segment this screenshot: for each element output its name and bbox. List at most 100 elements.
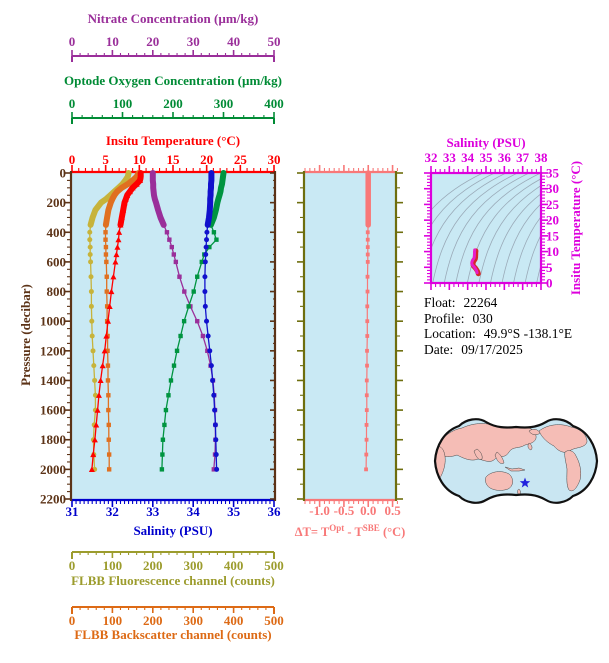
figure-shape	[570, 166, 609, 291]
figure-shape	[204, 170, 215, 228]
figure-shape	[103, 237, 108, 242]
tick-label: 800	[47, 284, 67, 299]
figure-shape	[364, 437, 369, 442]
float-value: 22264	[463, 295, 498, 310]
figure-shape	[106, 467, 112, 472]
tick-label: 34	[187, 504, 201, 519]
figure-shape	[106, 303, 113, 309]
float-info-row: Date: 09/17/2025	[424, 342, 572, 358]
tick-label: 2200	[40, 492, 66, 507]
figure-shape	[211, 230, 217, 235]
tick-label: 10	[106, 34, 119, 49]
figure-shape	[88, 303, 94, 309]
tick-label: 1400	[40, 373, 66, 388]
tick-label: 33	[146, 504, 160, 519]
figure-shape	[433, 418, 599, 504]
figure-shape	[365, 245, 370, 249]
figure-shape	[581, 166, 609, 291]
figure-shape	[169, 244, 174, 250]
tick-label: 20	[146, 34, 159, 49]
figure-shape	[115, 236, 122, 243]
figure-shape	[211, 392, 217, 398]
figure-shape	[365, 319, 370, 324]
figure-shape	[164, 230, 170, 235]
figure-shape	[89, 333, 95, 339]
tick-label: 35	[546, 166, 560, 181]
tick-label: 0.0	[360, 503, 376, 518]
figure-shape	[202, 303, 208, 309]
tick-label: 34	[461, 150, 475, 165]
figure-shape	[171, 363, 177, 368]
tick-label: 10	[133, 152, 146, 167]
figure-shape	[103, 230, 108, 235]
figure-shape	[470, 248, 479, 275]
figure-shape	[182, 289, 187, 294]
figure-shape	[160, 437, 166, 442]
figure-shape	[364, 378, 369, 383]
figure-shape	[443, 173, 530, 283]
tick-label: -1.0	[309, 503, 330, 518]
series-delta-t	[364, 170, 371, 472]
tick-label: 33	[443, 150, 457, 165]
tick-label: 400	[224, 613, 244, 628]
figure-shape	[202, 259, 208, 265]
figure-shape	[88, 289, 94, 295]
tick-label: 0	[69, 613, 76, 628]
figure-shape	[94, 407, 101, 413]
series-oxygen	[159, 170, 227, 472]
figure-shape	[199, 259, 204, 265]
figure-shape	[455, 173, 541, 283]
tick-label: 32	[425, 150, 438, 165]
figure-shape	[364, 452, 369, 457]
tick-label: 0	[69, 558, 76, 573]
tick-label: 200	[47, 195, 67, 210]
figure-shape	[365, 304, 370, 309]
location-value: 49.9°S -138.1°E	[483, 326, 573, 341]
tick-label: 35	[227, 504, 241, 519]
tick-label: 36	[268, 504, 282, 519]
figure-shape	[88, 259, 94, 265]
figure-shape	[210, 377, 216, 383]
figure-shape	[91, 363, 97, 369]
map-land-eurasia	[436, 423, 537, 462]
figure-shape	[202, 289, 208, 295]
figure-shape	[102, 170, 142, 228]
figure-shape	[149, 170, 167, 228]
figure-shape	[171, 252, 177, 257]
figure-shape	[205, 333, 211, 339]
figure-shape	[106, 407, 111, 413]
figure-shape	[207, 170, 227, 228]
tick-label: 10	[546, 244, 559, 259]
tick-label: 400	[224, 558, 244, 573]
figure-shape	[99, 362, 106, 369]
figure-shape	[105, 318, 112, 324]
figure-shape	[97, 377, 104, 384]
figure-shape	[365, 363, 369, 368]
figure-shape	[173, 259, 179, 265]
figure-shape	[106, 393, 111, 398]
float-info-row: Profile: 030	[424, 311, 572, 327]
tick-label: 2000	[40, 462, 66, 477]
tick-label: 200	[163, 96, 183, 111]
tick-label: 500	[264, 613, 284, 628]
figure-shape	[113, 251, 120, 258]
figure-shape	[108, 288, 115, 295]
figure-shape	[93, 421, 100, 428]
tick-label: 300	[183, 558, 203, 573]
figure-shape	[90, 348, 96, 354]
world-map	[433, 418, 599, 504]
tick-label: 32	[106, 504, 119, 519]
figure-shape	[211, 467, 217, 472]
figure-shape	[365, 348, 369, 353]
tick-label: 0	[69, 34, 76, 49]
figure-shape	[105, 363, 111, 368]
figure-shape	[88, 274, 94, 280]
main-plot-area	[72, 173, 274, 499]
ts-frame	[429, 171, 543, 285]
tick-label: 25	[234, 152, 248, 167]
figure-shape	[103, 252, 109, 257]
date-value: 09/17/2025	[461, 341, 523, 357]
profile-label: Profile:	[424, 310, 465, 326]
figure-shape	[204, 318, 210, 324]
